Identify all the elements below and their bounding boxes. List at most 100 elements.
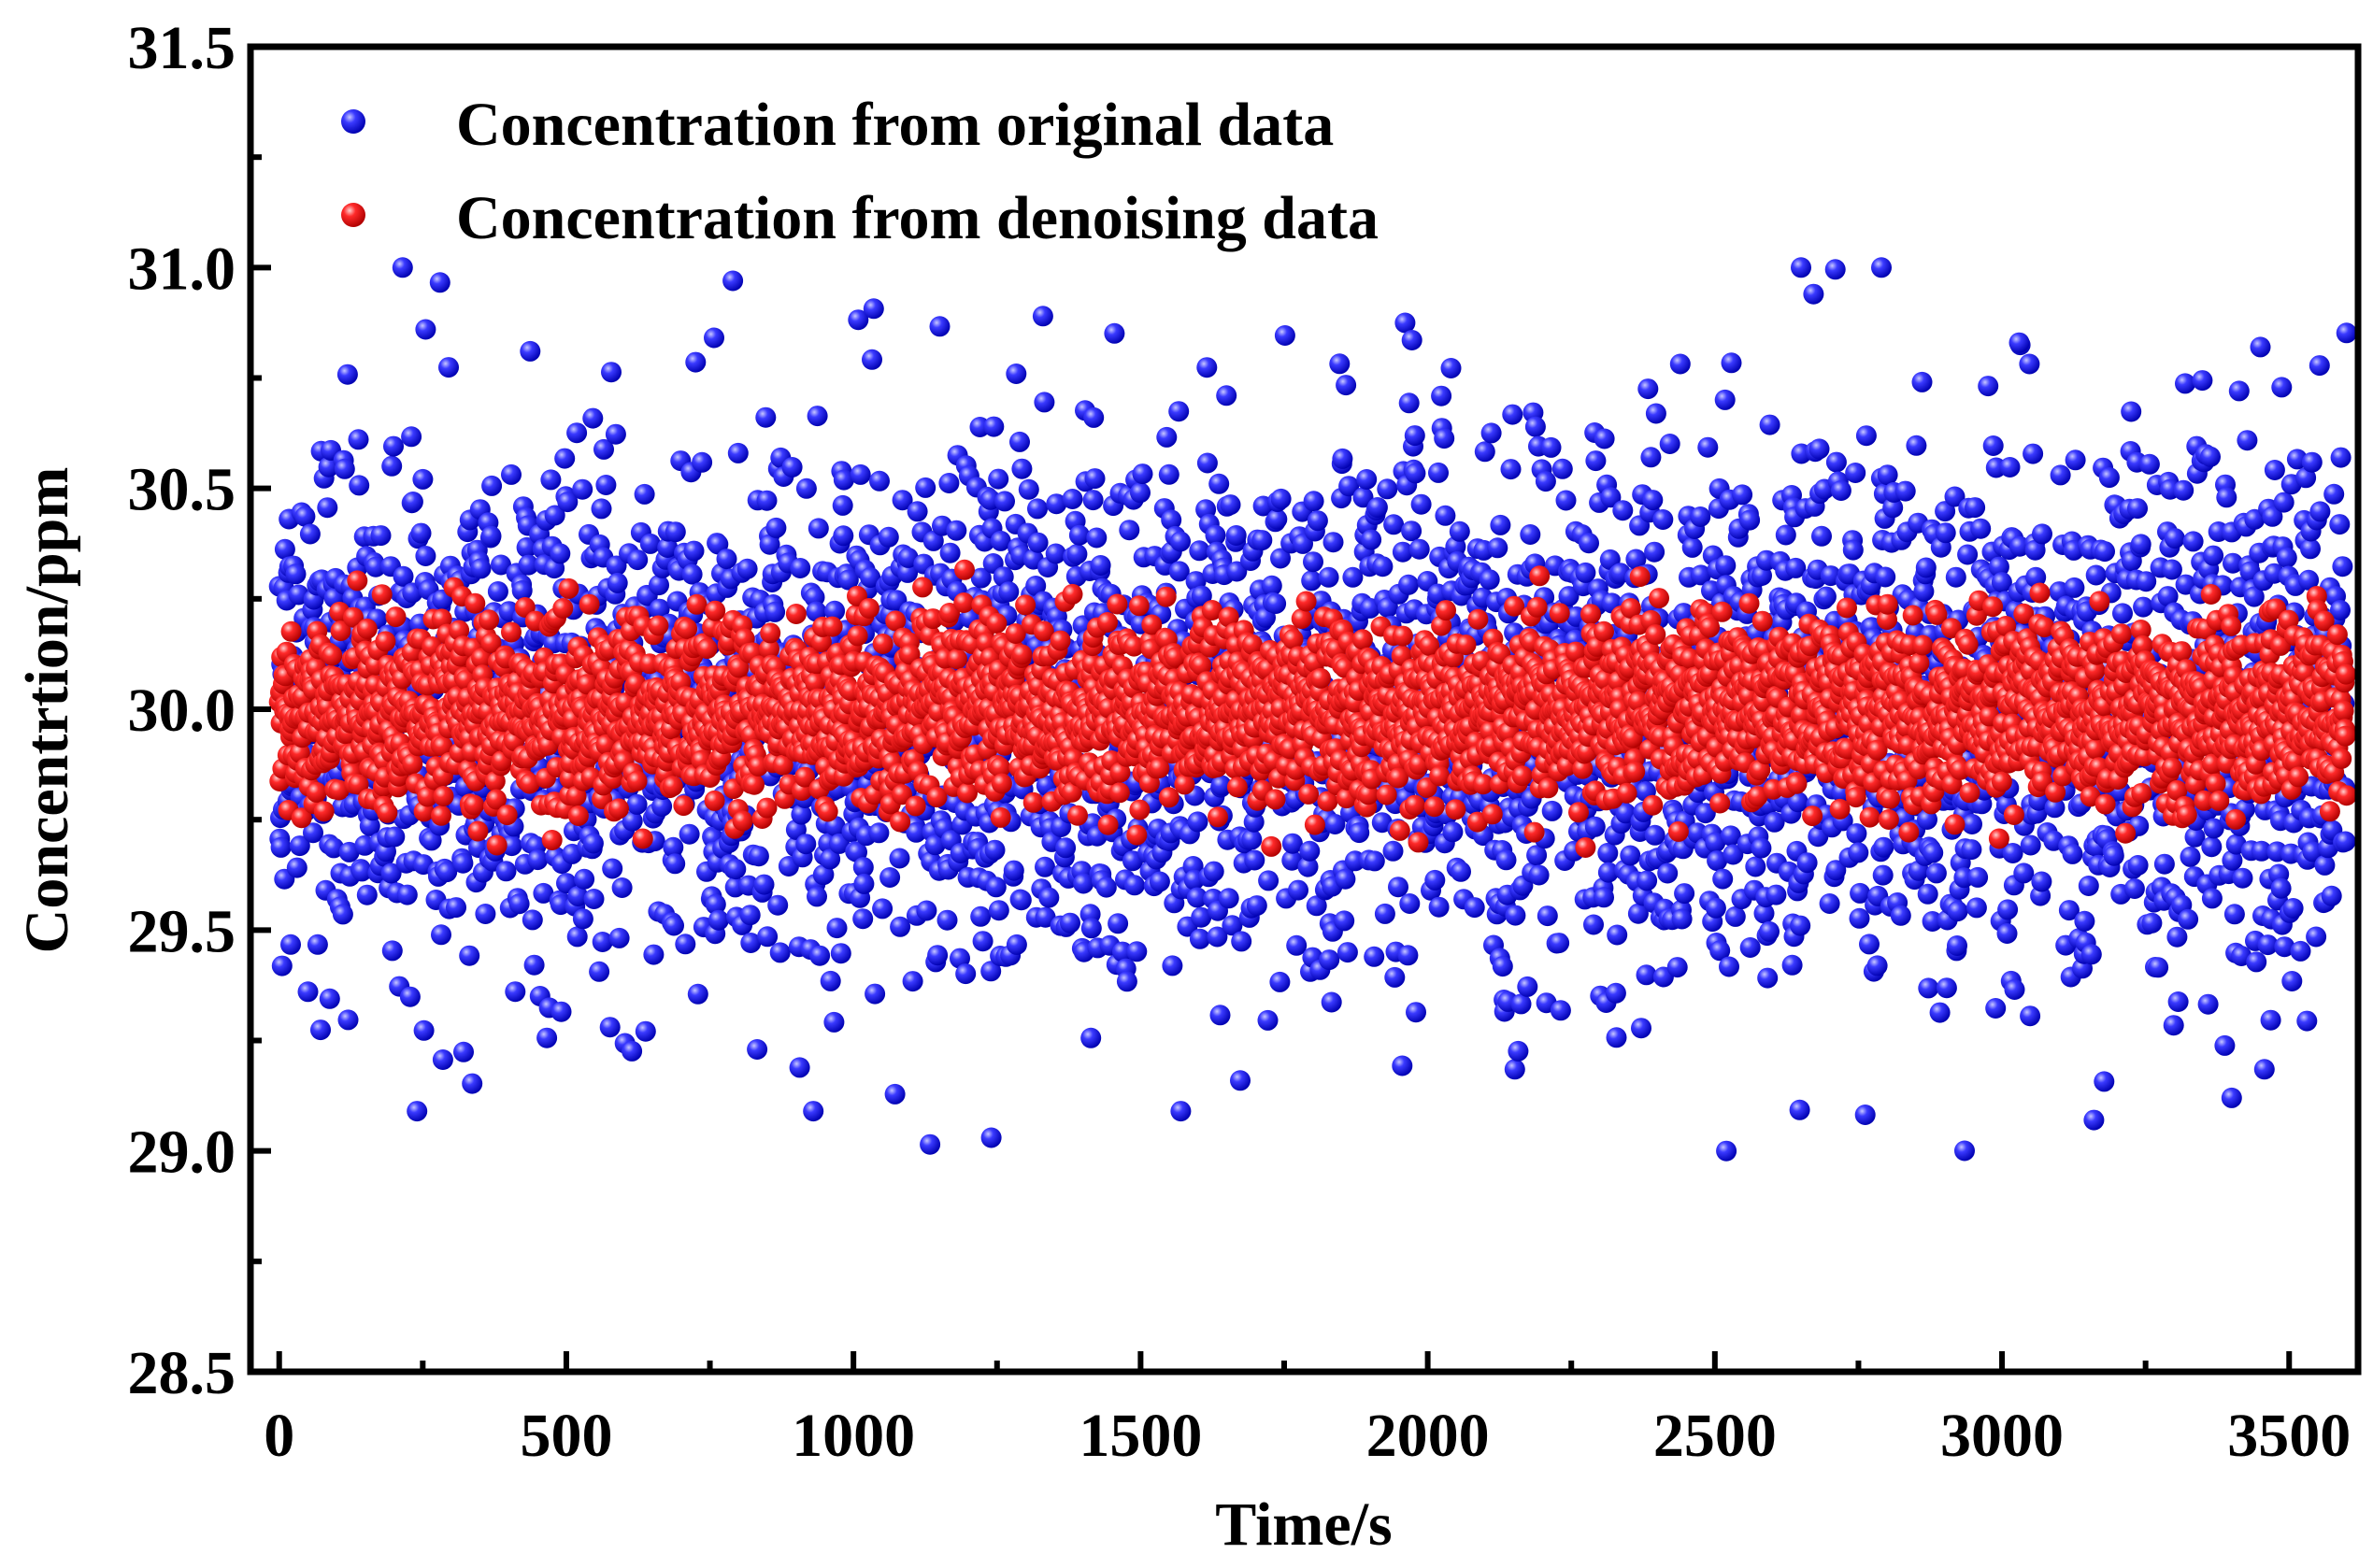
original-data-point [381, 455, 403, 477]
original-data-point [1258, 870, 1279, 891]
original-data-point [1517, 976, 1538, 997]
original-data-point [1712, 868, 1734, 890]
original-data-point [1790, 915, 1811, 936]
original-data-point [1428, 896, 1450, 918]
original-data-point [1528, 864, 1550, 886]
original-data-point [1922, 911, 1943, 932]
original-data-point [334, 458, 355, 479]
original-data-point [1246, 895, 1267, 917]
original-data-point [1739, 937, 1761, 958]
original-data-point [508, 893, 530, 915]
original-data-point [1947, 901, 1968, 922]
original-data-point [365, 556, 386, 577]
original-data-point [823, 1011, 845, 1033]
original-data-point [865, 983, 886, 1005]
original-data-point [1027, 532, 1049, 553]
original-data-point [1062, 489, 1083, 509]
original-data-point [665, 521, 686, 543]
original-data-point [459, 945, 480, 966]
original-data-point [2103, 845, 2124, 866]
original-data-point [1890, 905, 1911, 926]
original-data-point [892, 490, 913, 511]
original-data-point [2237, 430, 2258, 451]
original-data-point [626, 793, 648, 815]
original-data-point [915, 477, 936, 498]
original-data-point [1364, 946, 1385, 967]
original-data-point [1479, 569, 1500, 591]
original-data-point [1329, 353, 1351, 375]
original-data-point [1944, 486, 1966, 507]
original-data-point [1095, 877, 1117, 898]
denoising-data-point [402, 753, 423, 775]
original-data-point [927, 945, 949, 966]
original-data-point [649, 598, 670, 620]
original-data-point [1068, 524, 1090, 546]
original-data-point [1126, 941, 1148, 962]
original-data-point [2094, 541, 2115, 563]
original-data-point [1464, 897, 1485, 919]
original-data-point [1724, 905, 1746, 927]
original-data-point [1371, 812, 1393, 834]
original-data-point [2271, 377, 2293, 398]
original-data-point [2298, 569, 2320, 591]
original-data-point [755, 406, 777, 428]
original-data-point [384, 826, 406, 848]
original-data-point [1435, 505, 1456, 526]
original-data-point [1715, 555, 1737, 577]
original-data-point [727, 442, 749, 463]
original-data-point [1408, 538, 1430, 560]
original-data-point [635, 1020, 656, 1042]
denoising-data-point [371, 584, 393, 606]
original-data-point [1035, 906, 1056, 928]
original-data-point [1372, 556, 1394, 577]
denoising-data-point [541, 830, 563, 850]
original-data-point [1281, 849, 1303, 871]
original-data-point [692, 451, 713, 473]
original-data-point [795, 478, 817, 499]
original-data-point [1716, 1140, 1737, 1162]
original-data-point [2166, 926, 2188, 948]
original-data-point [1819, 893, 1840, 914]
original-data-point [2121, 401, 2142, 422]
original-data-point [286, 857, 307, 878]
original-data-point [572, 908, 593, 930]
original-data-point [1796, 852, 1818, 874]
original-data-point [757, 926, 779, 948]
original-data-point [1705, 832, 1726, 853]
original-data-point [307, 934, 328, 955]
original-data-point [1018, 478, 1039, 500]
denoising-data-point [673, 795, 694, 817]
original-data-point [432, 1049, 453, 1070]
original-data-point [381, 940, 403, 962]
original-data-point [1241, 829, 1263, 850]
original-data-point [1321, 991, 1342, 1013]
original-data-point [2123, 878, 2145, 899]
original-data-point [1659, 434, 1680, 454]
original-data-point [2024, 539, 2046, 561]
original-data-point [1266, 508, 1288, 530]
original-data-point [837, 569, 859, 591]
original-data-point [897, 562, 919, 583]
original-data-point [907, 501, 928, 522]
original-data-point [271, 955, 293, 976]
original-data-point [1520, 524, 1541, 545]
original-data-point [1600, 487, 1622, 508]
original-data-point [2161, 559, 2182, 580]
original-data-point [2157, 586, 2179, 607]
denoising-data-point [377, 802, 398, 823]
original-data-point [511, 580, 533, 601]
original-data-point [380, 862, 402, 884]
original-data-point [294, 506, 316, 527]
original-data-point [972, 931, 994, 952]
original-data-point [1694, 803, 1716, 824]
original-data-point [1597, 862, 1619, 883]
original-data-point [1003, 860, 1024, 881]
original-data-point [1080, 1027, 1102, 1048]
original-data-point [2257, 934, 2279, 956]
original-data-point [2074, 910, 2095, 932]
denoising-data-point [905, 795, 926, 817]
original-data-point [2127, 855, 2149, 876]
original-data-point [1162, 955, 1183, 976]
original-data-point [1342, 566, 1364, 588]
original-data-point [807, 886, 827, 907]
